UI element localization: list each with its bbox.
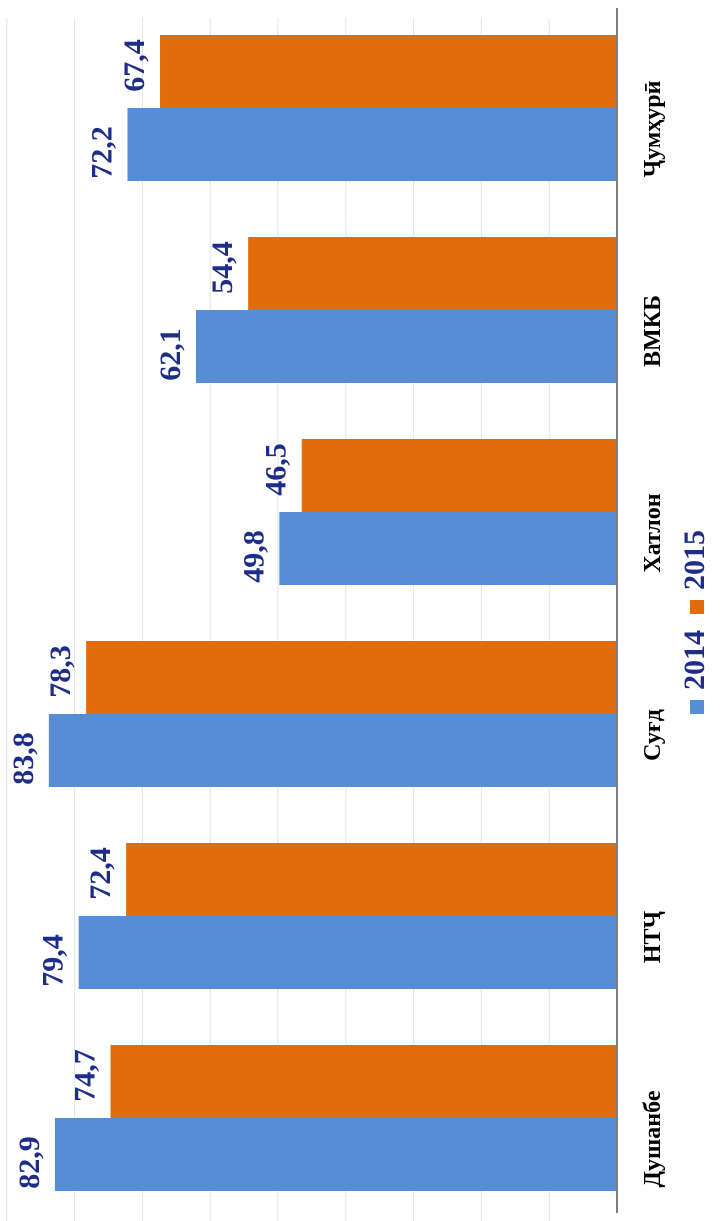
bar-2014-6 xyxy=(127,108,617,181)
legend-label-2015: 2015 xyxy=(678,530,711,590)
value-label-2014-5: 62,1 xyxy=(154,328,187,381)
bar-2014-3 xyxy=(48,714,617,787)
bar-2015-2 xyxy=(126,843,618,916)
bars xyxy=(48,35,618,1191)
value-label-2014-1: 82,9 xyxy=(13,1136,46,1189)
category-label-5: ВМКБ xyxy=(640,295,666,367)
category-label-1: Душанбе xyxy=(640,1090,666,1187)
legend-label-2014: 2014 xyxy=(678,630,711,690)
value-label-2015-6: 67,4 xyxy=(118,39,151,92)
category-label-4: Хатлон xyxy=(640,493,666,572)
bar-2015-6 xyxy=(160,35,617,108)
value-labels: 74,7 82,9 72,4 79,4 78,3 83,8 46,5 49,8 54,4 62,1… xyxy=(7,39,293,1189)
legend-swatch-2015 xyxy=(690,600,704,614)
bar-2015-1 xyxy=(110,1045,617,1118)
value-label-2015-4: 46,5 xyxy=(260,443,293,496)
bar-2014-4 xyxy=(279,512,617,585)
category-label-3: Суғд xyxy=(640,709,666,761)
value-label-2015-3: 78,3 xyxy=(44,645,77,698)
category-label-6: Ҷумҳурӣ xyxy=(640,80,666,177)
bar-2014-1 xyxy=(54,1118,618,1191)
bar-2015-5 xyxy=(248,237,617,310)
bar-2015-4 xyxy=(301,439,617,512)
legend-swatch-2014 xyxy=(690,700,704,714)
category-label-2: НТҶ xyxy=(640,910,666,963)
legend: 2014 2015 xyxy=(678,530,711,714)
bar-2014-5 xyxy=(195,310,617,383)
bar-2014-2 xyxy=(78,916,618,989)
bar-2015-3 xyxy=(86,641,618,714)
gridlines xyxy=(6,18,550,1221)
value-label-2015-1: 74,7 xyxy=(69,1049,102,1102)
value-label-2015-2: 72,4 xyxy=(84,847,117,900)
value-label-2014-2: 79,4 xyxy=(37,934,70,987)
value-label-2014-6: 72,2 xyxy=(85,126,118,178)
value-label-2015-5: 54,4 xyxy=(206,241,239,294)
value-label-2014-4: 49,8 xyxy=(237,530,270,583)
value-label-2014-3: 83,8 xyxy=(7,732,40,785)
category-labels: Душанбе НТҶ Суғд Хатлон ВМКБ Ҷумҳурӣ xyxy=(640,80,666,1187)
